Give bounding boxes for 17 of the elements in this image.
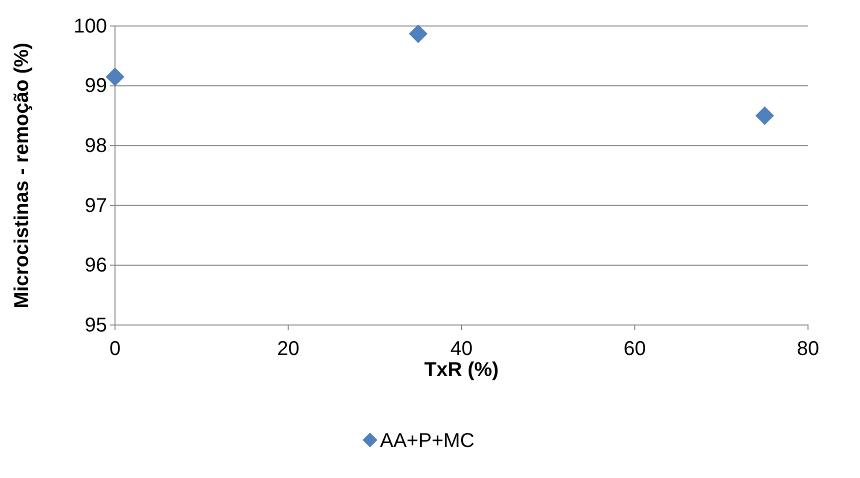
x-tick-label: 0: [109, 338, 121, 360]
x-tick-label: 80: [796, 338, 820, 360]
x-tick-label: 40: [450, 338, 473, 360]
y-tick-label: 98: [84, 135, 107, 157]
y-axis-title: Microcistinas - remoção (%): [11, 42, 33, 308]
y-tick-label: 99: [84, 75, 107, 98]
x-tick-label: 60: [624, 338, 646, 360]
point: [408, 24, 428, 44]
y-tick-label: 95: [84, 314, 107, 336]
x-tick-label: 20: [277, 338, 300, 360]
point: [755, 106, 774, 125]
x-axis-title: TxR (%): [424, 359, 499, 381]
legend-label: AA+P+MC: [380, 430, 474, 452]
y-tick-label: 96: [84, 254, 107, 277]
y-tick-label: 100: [74, 15, 107, 38]
point: [106, 68, 124, 86]
y-tick-label: 97: [84, 194, 107, 217]
